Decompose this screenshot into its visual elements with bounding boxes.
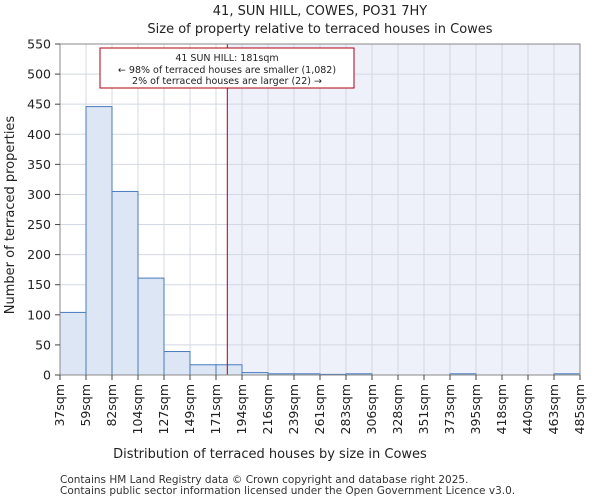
x-tick-label: 239sqm [286, 384, 301, 434]
histogram-bar [189, 364, 217, 376]
histogram-bar [85, 106, 113, 376]
y-tick-label: 200 [27, 247, 51, 262]
y-tick-label: 400 [27, 127, 51, 142]
histogram-bar [59, 311, 87, 376]
x-tick-label: 328sqm [390, 384, 405, 434]
x-tick-label: 127sqm [156, 384, 171, 434]
x-tick-label: 440sqm [520, 384, 535, 434]
x-tick-label: 149sqm [182, 384, 197, 434]
y-tick-label: 550 [27, 37, 51, 52]
x-tick-label: 82sqm [104, 384, 119, 427]
y-tick-labels: 0 50 100 150 200 250 300 350 400 450 500 550 [27, 37, 51, 383]
chart-title: 41, SUN HILL, COWES, PO31 7HY [213, 4, 427, 19]
chart-subtitle: Size of property relative to terraced ho… [147, 22, 492, 37]
y-tick-label: 50 [35, 337, 51, 352]
x-tick-label: 351sqm [416, 384, 431, 434]
footer-licence: Contains public sector information licen… [60, 485, 515, 497]
x-tick-label: 194sqm [234, 384, 249, 434]
x-tick-label: 373sqm [442, 384, 457, 434]
y-tick-label: 100 [27, 307, 51, 322]
bars [59, 106, 581, 376]
annotation-line-2: ← 98% of terraced houses are smaller (1,… [118, 65, 336, 76]
marker-annotation: 41 SUN HILL: 181sqm ← 98% of terraced ho… [99, 47, 355, 89]
y-tick-label: 250 [27, 217, 51, 232]
x-tick-label: 463sqm [546, 384, 561, 434]
x-tick-label: 485sqm [572, 384, 587, 434]
x-tick-labels: 37sqm 59sqm 82sqm 104sqm 127sqm 149sqm 171sqm 1… [52, 384, 587, 434]
x-tick-label: 37sqm [52, 384, 67, 427]
x-tick-label: 395sqm [468, 384, 483, 434]
axes [55, 43, 581, 380]
x-tick-label: 104sqm [130, 384, 145, 434]
histogram-bar [215, 364, 243, 376]
x-tick-label: 418sqm [494, 384, 509, 434]
y-tick-label: 0 [43, 368, 51, 383]
annotation-line-1: 41 SUN HILL: 181sqm [175, 53, 278, 64]
footer-copyright: Contains HM Land Registry data © Crown c… [60, 474, 468, 486]
histogram-bar [111, 190, 139, 376]
x-tick-label: 261sqm [312, 384, 327, 434]
annotation-line-3: 2% of terraced houses are larger (22) → [132, 76, 322, 87]
histogram-bar [137, 277, 165, 376]
y-tick-label: 150 [27, 277, 51, 292]
histogram-bar [163, 351, 191, 376]
x-axis-label: Distribution of terraced houses by size … [113, 447, 427, 462]
x-tick-label: 171sqm [208, 384, 223, 434]
y-tick-label: 350 [27, 157, 51, 172]
x-tick-label: 283sqm [338, 384, 353, 434]
x-tick-label: 216sqm [260, 384, 275, 434]
y-tick-label: 500 [27, 67, 51, 82]
x-tick-label: 306sqm [364, 384, 379, 434]
annotation-frame [99, 47, 355, 89]
x-tick-label: 59sqm [78, 384, 93, 427]
y-tick-label: 300 [27, 187, 51, 202]
y-axis-label: Number of terraced properties [3, 116, 18, 315]
y-tick-label: 450 [27, 97, 51, 112]
larger-region-shade [227, 44, 580, 375]
